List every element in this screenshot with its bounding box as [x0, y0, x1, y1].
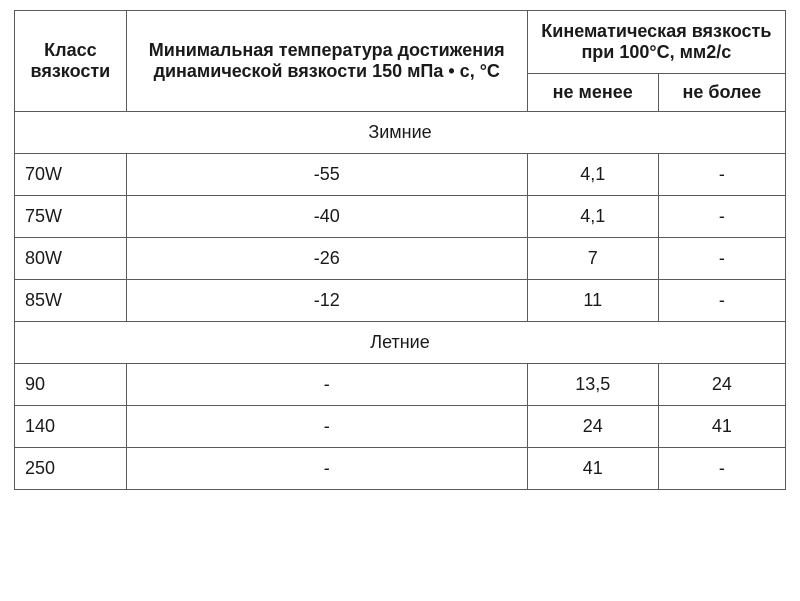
viscosity-table: Класс вязкости Минимальная температура д…: [14, 10, 786, 490]
header-max: не более: [658, 74, 785, 112]
cell-class: 70W: [15, 154, 127, 196]
cell-temp: -: [126, 364, 527, 406]
table-row: 70W -55 4,1 -: [15, 154, 786, 196]
cell-max: -: [658, 448, 785, 490]
cell-temp: -26: [126, 238, 527, 280]
cell-temp: -40: [126, 196, 527, 238]
cell-temp: -: [126, 448, 527, 490]
cell-min: 4,1: [527, 196, 658, 238]
cell-min: 24: [527, 406, 658, 448]
cell-min: 41: [527, 448, 658, 490]
table-container: Класс вязкости Минимальная температура д…: [0, 0, 800, 500]
table-body: Зимние 70W -55 4,1 - 75W -40 4,1 - 80W -…: [15, 112, 786, 490]
cell-class: 90: [15, 364, 127, 406]
section-title: Летние: [15, 322, 786, 364]
table-row: 140 - 24 41: [15, 406, 786, 448]
cell-max: -: [658, 238, 785, 280]
header-class: Класс вязкости: [15, 11, 127, 112]
header-kinematic: Кинематическая вязкость при 100°С, мм2/с: [527, 11, 785, 74]
cell-max: 24: [658, 364, 785, 406]
cell-temp: -55: [126, 154, 527, 196]
header-min: не менее: [527, 74, 658, 112]
cell-class: 140: [15, 406, 127, 448]
cell-temp: -12: [126, 280, 527, 322]
table-row: 90 - 13,5 24: [15, 364, 786, 406]
cell-min: 13,5: [527, 364, 658, 406]
table-row: 75W -40 4,1 -: [15, 196, 786, 238]
cell-min: 11: [527, 280, 658, 322]
cell-class: 250: [15, 448, 127, 490]
section-title-row: Летние: [15, 322, 786, 364]
cell-max: 41: [658, 406, 785, 448]
table-row: 85W -12 11 -: [15, 280, 786, 322]
table-row: 80W -26 7 -: [15, 238, 786, 280]
cell-class: 80W: [15, 238, 127, 280]
cell-min: 7: [527, 238, 658, 280]
section-title-row: Зимние: [15, 112, 786, 154]
header-temp: Минимальная температура достижения динам…: [126, 11, 527, 112]
cell-class: 75W: [15, 196, 127, 238]
cell-max: -: [658, 196, 785, 238]
cell-max: -: [658, 154, 785, 196]
cell-max: -: [658, 280, 785, 322]
section-title: Зимние: [15, 112, 786, 154]
table-row: 250 - 41 -: [15, 448, 786, 490]
cell-temp: -: [126, 406, 527, 448]
table-header: Класс вязкости Минимальная температура д…: [15, 11, 786, 112]
cell-min: 4,1: [527, 154, 658, 196]
cell-class: 85W: [15, 280, 127, 322]
